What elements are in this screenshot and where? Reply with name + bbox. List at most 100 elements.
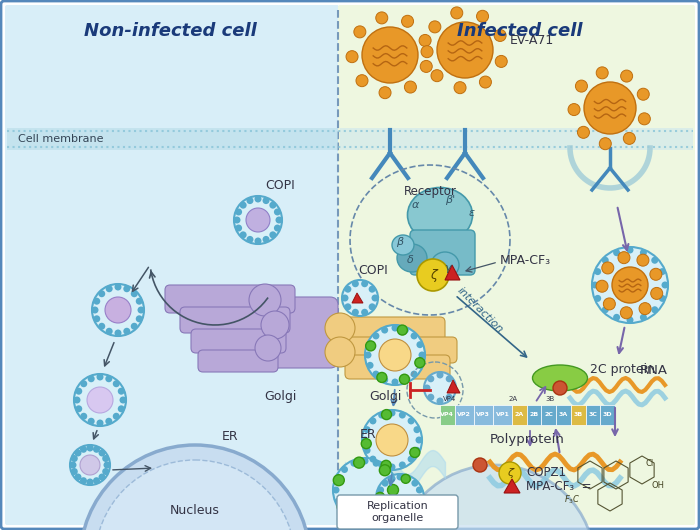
Circle shape (473, 458, 487, 472)
Circle shape (391, 378, 398, 385)
Circle shape (389, 475, 396, 482)
Circle shape (361, 516, 368, 523)
Circle shape (623, 132, 636, 144)
Circle shape (342, 280, 378, 316)
Text: Receptor: Receptor (404, 185, 456, 198)
Text: 2B: 2B (529, 412, 539, 418)
Circle shape (382, 466, 389, 473)
Circle shape (235, 208, 242, 216)
Circle shape (131, 290, 138, 297)
Text: interaction: interaction (455, 285, 505, 335)
Circle shape (379, 505, 390, 516)
Circle shape (378, 462, 385, 469)
Circle shape (137, 306, 144, 314)
Circle shape (412, 480, 419, 487)
Circle shape (239, 201, 246, 209)
Circle shape (93, 446, 100, 453)
Circle shape (342, 295, 349, 302)
Circle shape (382, 507, 389, 514)
Text: Cl: Cl (646, 458, 654, 467)
FancyBboxPatch shape (5, 5, 339, 525)
Circle shape (92, 306, 99, 314)
Circle shape (71, 468, 78, 475)
Circle shape (76, 388, 83, 395)
Circle shape (344, 286, 351, 293)
Circle shape (419, 351, 426, 358)
Circle shape (651, 287, 663, 299)
Circle shape (613, 314, 620, 321)
Text: Cell membrane: Cell membrane (18, 134, 104, 144)
Circle shape (449, 384, 456, 392)
Circle shape (70, 445, 110, 485)
Circle shape (333, 458, 397, 522)
Ellipse shape (397, 244, 427, 272)
Circle shape (274, 225, 281, 232)
Circle shape (377, 502, 384, 509)
Circle shape (451, 7, 463, 19)
Circle shape (80, 446, 87, 453)
FancyBboxPatch shape (342, 337, 457, 363)
Circle shape (395, 465, 595, 530)
Circle shape (389, 498, 396, 505)
Circle shape (594, 295, 601, 302)
Circle shape (99, 449, 106, 456)
Circle shape (499, 462, 521, 484)
Circle shape (372, 332, 379, 339)
Circle shape (416, 341, 424, 348)
FancyBboxPatch shape (338, 5, 695, 525)
Circle shape (575, 80, 587, 92)
Circle shape (618, 252, 630, 263)
Text: 3B: 3B (573, 412, 583, 418)
Circle shape (365, 325, 425, 385)
Circle shape (402, 326, 409, 333)
Circle shape (389, 475, 396, 482)
Circle shape (592, 281, 598, 288)
Circle shape (477, 10, 489, 22)
Circle shape (115, 284, 122, 290)
Circle shape (102, 468, 109, 475)
Ellipse shape (392, 235, 414, 255)
Circle shape (401, 474, 410, 483)
Circle shape (662, 281, 668, 288)
Circle shape (417, 494, 424, 501)
Circle shape (136, 315, 143, 322)
Circle shape (131, 323, 138, 330)
Text: COPI: COPI (358, 263, 388, 277)
Circle shape (270, 232, 276, 239)
Circle shape (620, 307, 632, 319)
Circle shape (362, 27, 418, 83)
Polygon shape (447, 380, 460, 393)
Circle shape (354, 26, 366, 38)
Circle shape (382, 509, 388, 516)
Circle shape (370, 456, 377, 463)
FancyBboxPatch shape (191, 329, 286, 353)
Circle shape (494, 30, 506, 41)
Circle shape (80, 445, 310, 530)
Circle shape (372, 513, 379, 520)
Circle shape (332, 487, 340, 493)
Circle shape (382, 326, 388, 333)
Ellipse shape (431, 252, 459, 278)
Circle shape (414, 501, 423, 510)
Circle shape (74, 473, 81, 481)
Circle shape (389, 410, 396, 417)
Circle shape (402, 376, 409, 383)
FancyBboxPatch shape (440, 405, 455, 425)
Text: Nucleus: Nucleus (170, 504, 220, 517)
Circle shape (372, 370, 379, 377)
Circle shape (235, 225, 242, 232)
Circle shape (379, 465, 391, 476)
Text: γ: γ (444, 263, 450, 273)
Circle shape (361, 280, 368, 287)
FancyBboxPatch shape (252, 297, 338, 368)
Text: 2C protein: 2C protein (590, 364, 655, 376)
Circle shape (568, 103, 580, 116)
Circle shape (76, 405, 83, 412)
Text: $F_3C$: $F_3C$ (564, 494, 580, 506)
Circle shape (93, 298, 100, 305)
FancyBboxPatch shape (410, 230, 475, 275)
Text: Non-infected cell: Non-infected cell (83, 22, 256, 40)
Circle shape (333, 475, 344, 485)
Circle shape (87, 479, 94, 485)
Circle shape (414, 447, 421, 454)
